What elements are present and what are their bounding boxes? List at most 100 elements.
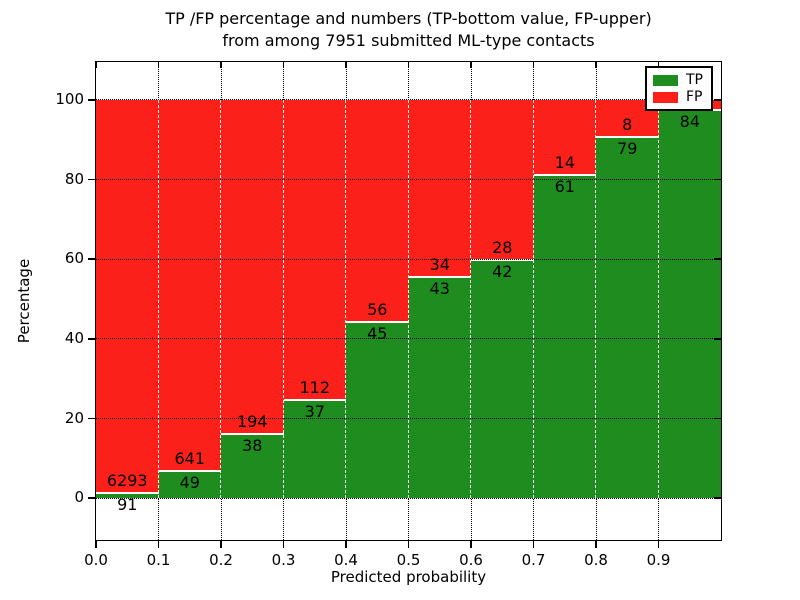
- y-tick-label: 0: [74, 488, 84, 507]
- x-tick-bottom: [282, 540, 285, 548]
- bar-tp-count-label: 84: [679, 112, 700, 132]
- x-tick-bottom: [470, 540, 472, 548]
- bar-segment-tp: [96, 492, 159, 499]
- y-tick-left: [88, 497, 96, 499]
- y-tick-right: [714, 497, 721, 499]
- x-tick-bottom: [220, 540, 222, 548]
- bar-segment-fp: [221, 99, 284, 433]
- legend-entry-tp: TP: [653, 73, 705, 87]
- y-tick-right: [714, 99, 721, 101]
- bar-segment-tp: [221, 432, 284, 499]
- bar-segment-fp: [96, 99, 159, 493]
- y-tick-label: 20: [64, 408, 84, 427]
- x-tick-bottom: [532, 540, 535, 548]
- y-tick-left: [88, 178, 96, 181]
- x-tick-label: 0.0: [84, 551, 108, 569]
- y-tick-label: 40: [64, 328, 84, 347]
- chart-title-line2: from among 7951 submitted ML-type contac…: [222, 31, 595, 50]
- x-tick-top: [595, 62, 597, 68]
- x-tick-label: 0.7: [521, 551, 546, 569]
- bar-separator: [157, 99, 159, 499]
- h-gridline: [96, 338, 721, 340]
- bar-segment-fp: [346, 99, 409, 321]
- x-tick-bottom: [345, 540, 347, 548]
- y-tick-left: [88, 338, 96, 340]
- x-tick-top: [345, 62, 347, 68]
- bar-fp-count-label: 112: [299, 378, 331, 398]
- bar-segment-tp: [408, 275, 471, 499]
- h-gridline: [96, 497, 721, 499]
- x-tick-top: [157, 62, 160, 68]
- bar-segment-tp: [658, 109, 721, 499]
- h-gridline: [96, 179, 721, 180]
- bar-separator: [407, 99, 409, 499]
- x-tick-bottom: [407, 540, 410, 548]
- x-tick-bottom: [657, 540, 660, 548]
- bar-fp-count-label: 641: [174, 448, 206, 468]
- bar-tp-count-label: 43: [429, 278, 450, 298]
- bar-segment-fp: [158, 99, 221, 470]
- h-gridline: [96, 418, 721, 419]
- legend-label-fp: FP: [686, 89, 703, 105]
- x-tick-bottom: [157, 540, 160, 548]
- x-tick-label: 0.6: [459, 551, 483, 569]
- legend: TP FP: [645, 66, 713, 111]
- x-tick-label: 0.2: [209, 551, 233, 569]
- bar-separator: [345, 99, 346, 499]
- legend-swatch-fp: [653, 91, 678, 103]
- bar-segment-fp: [533, 99, 596, 175]
- bar-separator: [282, 99, 284, 499]
- y-tick-right: [714, 417, 721, 420]
- bar-segment-tp: [158, 469, 221, 499]
- bar-segment-tp: [533, 174, 596, 499]
- bar-fp-count-label: 14: [554, 153, 575, 173]
- x-tick-top: [657, 62, 660, 68]
- legend-entry-fp: FP: [653, 90, 705, 104]
- bar-separator: [532, 99, 534, 499]
- y-tick-right: [714, 178, 721, 181]
- bar-fp-count-label: 56: [367, 299, 388, 319]
- x-tick-top: [282, 62, 285, 68]
- bar-separator: [220, 99, 221, 499]
- chart-title-line1: TP /FP percentage and numbers (TP-bottom…: [165, 9, 652, 28]
- x-tick-label: 0.1: [146, 551, 171, 569]
- bar-fp-count-label: 8: [622, 115, 633, 135]
- x-tick-label: 0.4: [334, 551, 358, 569]
- h-gridline: [96, 258, 721, 260]
- bar-separator: [470, 99, 471, 499]
- x-axis-label: Predicted probability: [330, 568, 487, 586]
- bar-segment-tp: [471, 259, 534, 499]
- bar-segment-fp: [283, 99, 346, 400]
- bar-segment-fp: [408, 99, 471, 276]
- bar-segment-tp: [596, 136, 659, 499]
- bar-tp-count-label: 61: [554, 177, 575, 197]
- y-tick-right: [714, 338, 721, 340]
- bar-segment-tp: [346, 320, 409, 499]
- x-tick-bottom: [95, 540, 97, 548]
- bar-tp-count-label: 42: [492, 262, 513, 282]
- y-tick-label: 80: [64, 169, 84, 188]
- chart-title: TP /FP percentage and numbers (TP-bottom…: [96, 8, 721, 52]
- bar-tp-count-label: 38: [242, 435, 263, 455]
- bar-tp-count-label: 37: [304, 402, 325, 422]
- bar-fp-count-label: 194: [236, 411, 268, 431]
- bar-tp-count-label: 79: [617, 139, 638, 159]
- x-tick-top: [532, 62, 535, 68]
- y-tick-left: [88, 258, 96, 260]
- x-tick-label: 0.9: [646, 551, 671, 569]
- y-tick-left: [88, 99, 96, 101]
- legend-swatch-tp: [653, 74, 678, 86]
- x-tick-label: 0.5: [396, 551, 421, 569]
- bar-tp-count-label: 91: [117, 495, 138, 515]
- y-tick-right: [714, 258, 721, 260]
- x-tick-top: [407, 62, 410, 68]
- x-tick-top: [220, 62, 222, 68]
- bar-tp-count-label: 45: [367, 323, 388, 343]
- bar-fp-count-label: 28: [492, 238, 513, 258]
- bar-tp-count-label: 49: [179, 472, 200, 492]
- y-tick-label: 60: [64, 249, 84, 268]
- bar-separator: [595, 99, 596, 499]
- bar-separator: [657, 99, 659, 499]
